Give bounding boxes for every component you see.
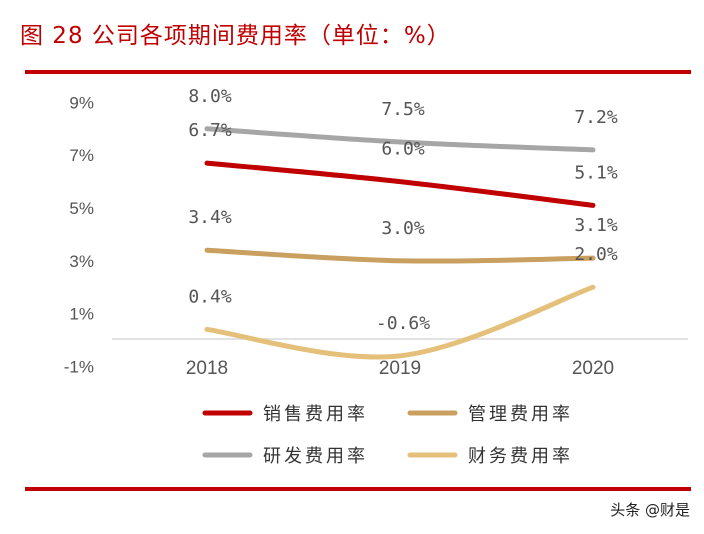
y-tick-label: 1% — [69, 305, 94, 324]
data-label: 3.4% — [188, 207, 232, 228]
data-label: 5.1% — [574, 162, 618, 183]
data-label: 7.5% — [381, 99, 425, 120]
legend-label: 管理费用率 — [468, 404, 573, 425]
watermark: 头条 @财是 — [610, 501, 690, 519]
data-label: 6.7% — [188, 120, 232, 141]
series-line-2 — [204, 247, 596, 264]
series-line-4 — [204, 284, 596, 360]
series-line-3 — [204, 126, 596, 153]
y-tick-label: 5% — [69, 199, 94, 218]
data-label: -0.6% — [376, 313, 430, 334]
top-divider — [25, 70, 691, 74]
data-label: 8.0% — [188, 86, 232, 107]
chart-title: 图 28 公司各项期间费用率（单位：%） — [20, 23, 451, 49]
data-label: 2.0% — [574, 244, 618, 265]
legend-label: 研发费用率 — [263, 446, 368, 467]
y-tick-label: 7% — [69, 146, 94, 165]
x-tick-label: 2019 — [379, 358, 421, 379]
data-label: 6.0% — [381, 139, 425, 160]
data-label: 3.1% — [574, 215, 618, 236]
data-label: 7.2% — [574, 107, 618, 128]
y-tick-label: 3% — [69, 252, 94, 271]
legend-label: 销售费用率 — [263, 404, 368, 425]
data-label: 0.4% — [188, 286, 232, 307]
bottom-divider — [25, 487, 691, 491]
x-tick-label: 2020 — [572, 358, 614, 379]
series-line-1 — [204, 160, 596, 208]
legend-label: 财务费用率 — [468, 446, 573, 467]
y-tick-label: 9% — [69, 93, 94, 112]
data-label: 3.0% — [381, 218, 425, 239]
y-tick-label: -1% — [64, 357, 94, 376]
x-tick-label: 2018 — [186, 358, 228, 379]
